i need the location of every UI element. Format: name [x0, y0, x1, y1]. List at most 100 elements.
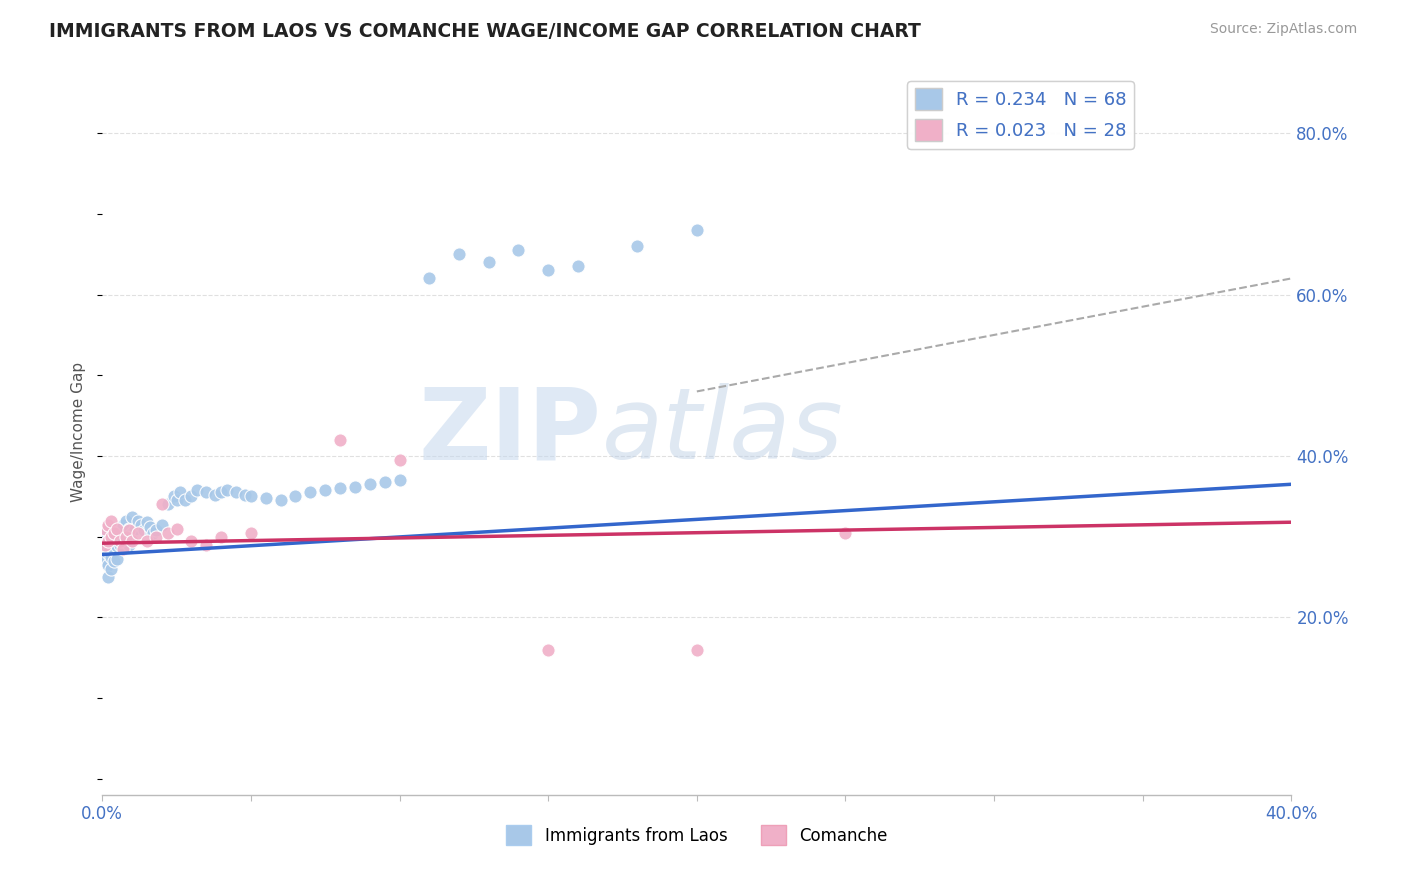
Point [209, 485, 232, 500]
Point [254, 491, 277, 505]
Point [156, 525, 179, 540]
Point [145, 530, 167, 544]
Point [447, 247, 470, 261]
Point [270, 493, 292, 508]
Point [135, 515, 157, 529]
Point [103, 541, 125, 556]
Text: Source: ZipAtlas.com: Source: ZipAtlas.com [1209, 22, 1357, 37]
Point [100, 530, 122, 544]
Point [186, 483, 208, 497]
Point [174, 493, 197, 508]
Point [127, 514, 149, 528]
Point [314, 483, 336, 497]
Point [97, 558, 120, 572]
Point [239, 525, 262, 540]
Point [150, 517, 173, 532]
Point [108, 538, 131, 552]
Point [626, 239, 648, 253]
Point [537, 642, 560, 657]
Point [388, 473, 411, 487]
Point [94, 525, 117, 540]
Point [686, 642, 709, 657]
Point [94, 554, 117, 568]
Point [94, 541, 117, 556]
Point [135, 533, 157, 548]
Point [195, 538, 218, 552]
Point [329, 433, 352, 447]
Point [388, 453, 411, 467]
Point [359, 477, 381, 491]
Point [105, 525, 128, 540]
Point [343, 480, 366, 494]
Point [166, 522, 188, 536]
Point [103, 530, 125, 544]
Point [108, 533, 131, 548]
Point [537, 263, 560, 277]
Point [118, 522, 141, 536]
Point [217, 483, 239, 497]
Point [156, 498, 179, 512]
Point [180, 533, 202, 548]
Point [162, 489, 184, 503]
Point [97, 546, 120, 560]
Point [132, 523, 155, 537]
Point [233, 488, 256, 502]
Point [180, 489, 202, 503]
Point [100, 533, 122, 548]
Point [166, 493, 188, 508]
Point [111, 533, 134, 548]
Point [115, 514, 138, 528]
Point [374, 475, 396, 489]
Text: IMMIGRANTS FROM LAOS VS COMANCHE WAGE/INCOME GAP CORRELATION CHART: IMMIGRANTS FROM LAOS VS COMANCHE WAGE/IN… [49, 22, 921, 41]
Y-axis label: Wage/Income Gap: Wage/Income Gap [72, 362, 86, 502]
Point [142, 525, 165, 540]
Point [103, 525, 125, 540]
Point [105, 522, 128, 536]
Legend: R = 0.234   N = 68, R = 0.023   N = 28: R = 0.234 N = 68, R = 0.023 N = 28 [907, 81, 1133, 149]
Point [169, 485, 191, 500]
Point [195, 485, 218, 500]
Point [100, 562, 122, 576]
Point [145, 523, 167, 537]
Point [129, 517, 152, 532]
Point [111, 541, 134, 556]
Point [686, 223, 709, 237]
Point [100, 514, 122, 528]
Point [127, 525, 149, 540]
Point [567, 260, 589, 274]
Point [418, 271, 440, 285]
Point [284, 489, 307, 503]
Point [329, 481, 352, 495]
Point [105, 552, 128, 566]
Point [118, 523, 141, 537]
Point [121, 509, 143, 524]
Point [121, 533, 143, 548]
Point [115, 530, 138, 544]
Point [97, 533, 120, 548]
Point [239, 489, 262, 503]
Point [121, 525, 143, 540]
Point [100, 549, 122, 564]
Point [100, 522, 122, 536]
Point [225, 485, 247, 500]
Point [204, 488, 226, 502]
Point [834, 525, 856, 540]
Point [118, 538, 141, 552]
Point [209, 530, 232, 544]
Point [97, 517, 120, 532]
Text: ZIP: ZIP [419, 384, 602, 480]
Point [105, 540, 128, 554]
Point [139, 520, 162, 534]
Point [97, 570, 120, 584]
Point [508, 243, 530, 257]
Point [94, 538, 117, 552]
Point [299, 485, 322, 500]
Point [108, 522, 131, 536]
Point [94, 522, 117, 536]
Point [478, 255, 501, 269]
Point [150, 498, 173, 512]
Text: atlas: atlas [602, 384, 844, 480]
Point [115, 530, 138, 544]
Point [103, 554, 125, 568]
Point [124, 522, 146, 536]
